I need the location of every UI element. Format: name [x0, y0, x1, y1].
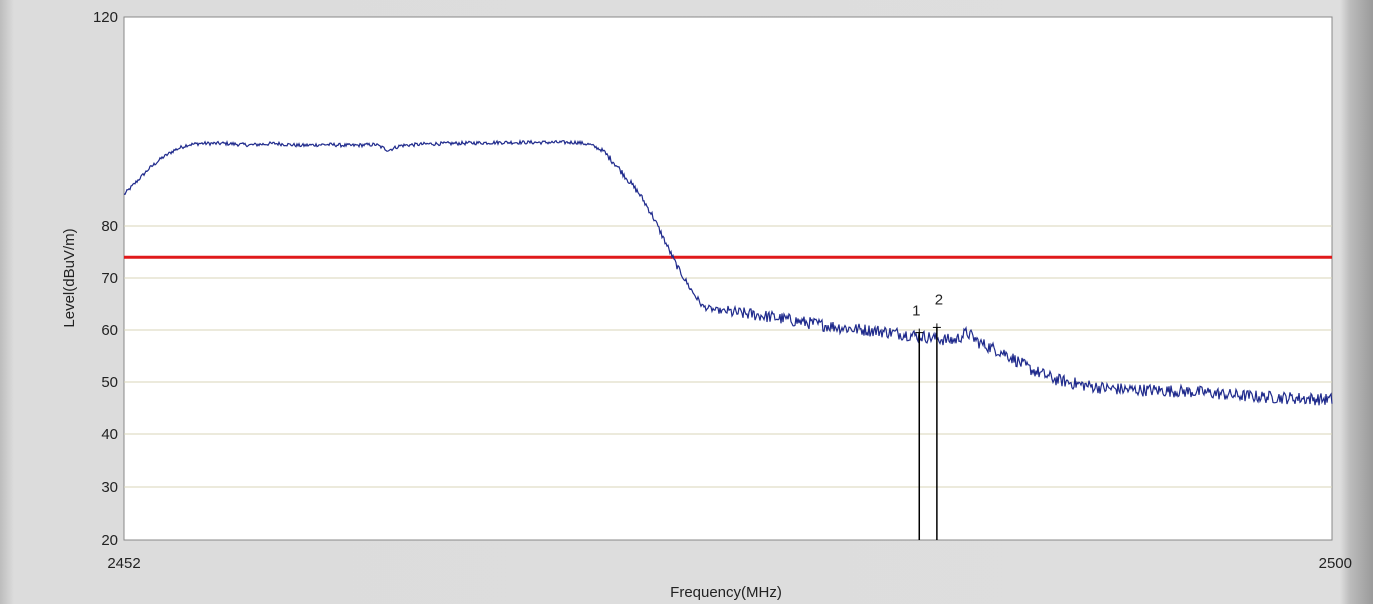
- y-tick-label: 120: [93, 9, 118, 26]
- x-tick-labels: 2452 2500: [107, 555, 1352, 572]
- trace-layer: [123, 138, 1333, 406]
- y-tick-label: 70: [101, 270, 118, 287]
- marker-label: 1: [912, 303, 920, 320]
- x-axis-title: Frequency(MHz): [670, 584, 782, 601]
- x-tick-label: 2500: [1319, 555, 1352, 572]
- y-tick-label: 50: [101, 374, 118, 391]
- y-tick-label: 40: [101, 426, 118, 443]
- y-tick-label: 30: [101, 479, 118, 496]
- y-tick-label: 20: [101, 532, 118, 549]
- y-tick-label: 60: [101, 322, 118, 339]
- y-tick-labels: 20 30 40 50 60 70 80 120: [93, 9, 118, 549]
- marker-layer: 12: [912, 291, 943, 540]
- grid: [124, 225, 1332, 488]
- marker-label: 2: [935, 291, 943, 308]
- y-axis-title: Level(dBuV/m): [61, 228, 78, 327]
- spectrum-trace: [123, 138, 1333, 406]
- x-tick-label: 2452: [107, 555, 140, 572]
- y-tick-label: 80: [101, 218, 118, 235]
